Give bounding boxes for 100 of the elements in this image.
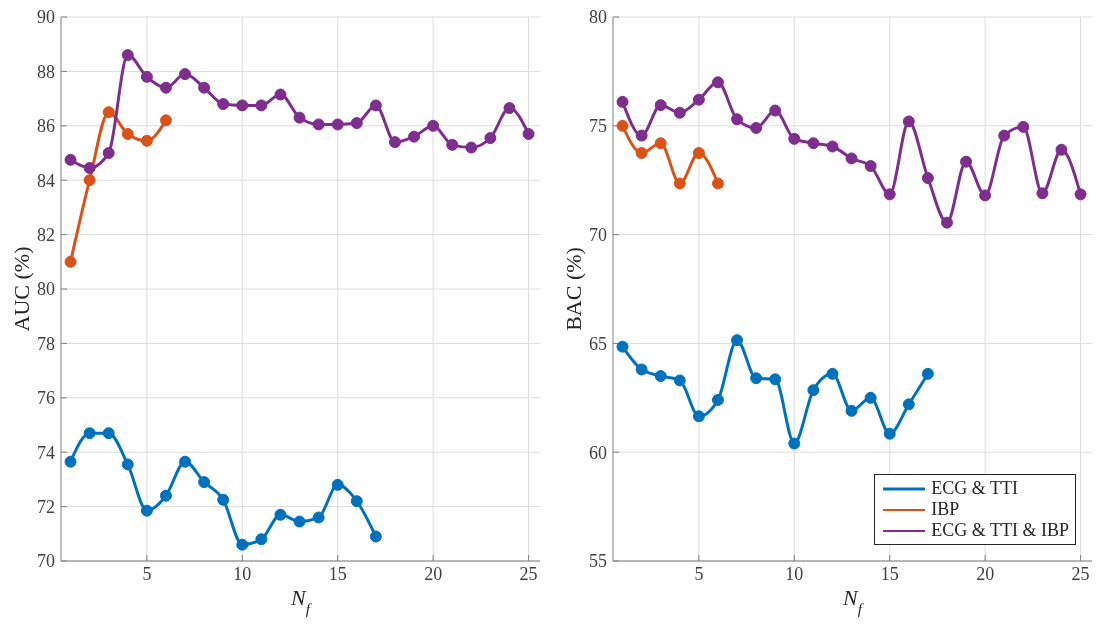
point (826, 367, 839, 380)
point (255, 533, 268, 546)
point (654, 99, 667, 112)
point (979, 189, 992, 202)
point (83, 174, 96, 187)
x-tick-label: 15 (880, 563, 899, 584)
point (427, 119, 440, 132)
point (331, 118, 344, 131)
point (121, 458, 134, 471)
point (83, 427, 96, 440)
point (654, 137, 667, 150)
point (616, 340, 629, 353)
point (654, 370, 667, 383)
point (940, 216, 953, 229)
x-tick-label: 15 (328, 563, 347, 584)
point (883, 427, 896, 440)
y-tick-label: 76 (37, 388, 55, 409)
point (731, 334, 744, 347)
point (102, 106, 115, 119)
point (331, 478, 344, 491)
point (369, 530, 382, 543)
point (179, 68, 192, 81)
point (960, 155, 973, 168)
y-tick-label: 74 (37, 442, 55, 463)
x-tick-label: 5 (142, 563, 152, 584)
point (217, 493, 230, 506)
point (64, 455, 77, 468)
y-axis-title: AUC (%) (9, 246, 35, 332)
point (826, 140, 839, 153)
point (236, 99, 249, 112)
point (692, 410, 705, 423)
point (1017, 120, 1030, 133)
point (121, 127, 134, 140)
point (159, 114, 172, 127)
point (293, 111, 306, 124)
point (293, 515, 306, 528)
point (673, 374, 686, 387)
point (522, 127, 535, 140)
point (845, 404, 858, 417)
point (140, 134, 153, 147)
y-tick-label: 65 (589, 333, 607, 354)
point (769, 104, 782, 117)
point (616, 95, 629, 108)
point (692, 147, 705, 159)
point (274, 508, 287, 521)
y-tick-label: 70 (37, 551, 55, 572)
y-tick-label: 78 (37, 333, 55, 354)
point (921, 172, 934, 185)
y-tick-label: 88 (37, 61, 55, 82)
point (1055, 143, 1068, 156)
point (750, 372, 763, 385)
x-tick-label: 10 (785, 563, 804, 584)
point (1036, 187, 1049, 200)
point (731, 113, 744, 126)
point (673, 177, 686, 190)
point (750, 121, 763, 134)
point (198, 476, 211, 489)
y-tick-label: 60 (589, 442, 607, 463)
y-tick-label: 84 (37, 170, 55, 191)
point (140, 70, 153, 83)
y-axis-title: BAC (%) (561, 247, 587, 331)
point (274, 88, 287, 101)
point (312, 511, 325, 524)
point (635, 363, 648, 376)
point (503, 102, 516, 115)
y-tick-label: 80 (589, 7, 607, 28)
point (350, 117, 363, 130)
point (807, 137, 820, 150)
point (883, 188, 896, 201)
x-tick-label: 5 (694, 563, 704, 584)
point (83, 161, 96, 174)
y-tick-label: 90 (37, 7, 55, 28)
point (102, 147, 115, 159)
point (121, 49, 134, 62)
point (236, 538, 249, 551)
point (198, 81, 211, 94)
point (64, 153, 77, 166)
point (635, 147, 648, 159)
point (788, 437, 801, 450)
x-tick-label: 20 (424, 563, 443, 584)
x-tick-label: 10 (233, 563, 252, 584)
point (902, 115, 915, 128)
point (902, 398, 915, 411)
y-tick-label: 70 (589, 224, 607, 245)
legend-label: IBP (931, 499, 960, 520)
point (159, 81, 172, 94)
point (64, 255, 77, 268)
y-tick-label: 86 (37, 116, 55, 137)
point (921, 367, 934, 380)
point (616, 119, 629, 132)
point (1074, 188, 1087, 201)
point (350, 495, 363, 508)
y-tick-label: 82 (37, 224, 55, 245)
point (159, 489, 172, 502)
point (673, 106, 686, 119)
point (102, 427, 115, 440)
x-tick-label: 25 (1071, 563, 1090, 584)
x-tick-label: 25 (519, 563, 538, 584)
x-axis-title: N$_{f}$ (842, 585, 865, 617)
point (484, 132, 497, 145)
